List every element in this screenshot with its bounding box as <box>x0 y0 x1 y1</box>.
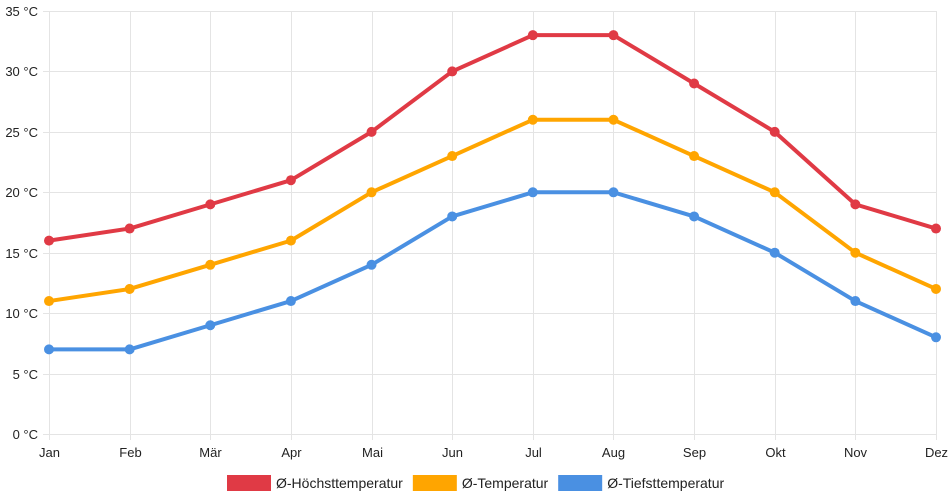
data-point[interactable] <box>689 78 700 89</box>
y-tick-label: 35 °C <box>5 4 38 19</box>
series-2 <box>44 114 941 307</box>
data-point[interactable] <box>608 187 619 198</box>
series-line <box>47 33 938 243</box>
data-point[interactable] <box>850 296 861 307</box>
x-tick-label: Dez <box>925 445 948 460</box>
data-point[interactable] <box>931 283 941 294</box>
data-point[interactable] <box>527 187 538 198</box>
data-point[interactable] <box>285 175 296 186</box>
data-point[interactable] <box>366 259 377 270</box>
data-point[interactable] <box>44 235 54 246</box>
grid-lines <box>43 11 937 440</box>
y-tick-label: 10 °C <box>5 306 38 321</box>
legend-swatch-3[interactable] <box>558 475 603 491</box>
series-1 <box>44 30 941 246</box>
legend-label: Ø-Temperatur <box>462 475 549 491</box>
data-point[interactable] <box>366 187 377 198</box>
series-line <box>47 190 938 352</box>
x-tick-label: Apr <box>281 445 302 460</box>
legend-label: Ø-Höchsttemperatur <box>276 475 403 491</box>
x-tick-label: Jul <box>525 445 542 460</box>
data-point[interactable] <box>689 151 700 162</box>
data-point[interactable] <box>527 30 538 41</box>
data-point[interactable] <box>124 283 135 294</box>
data-point[interactable] <box>285 235 296 246</box>
data-point[interactable] <box>608 30 619 41</box>
series-line <box>47 117 938 304</box>
x-tick-label: Jun <box>442 445 463 460</box>
data-point[interactable] <box>366 126 377 137</box>
data-point[interactable] <box>124 223 135 234</box>
data-point[interactable] <box>447 211 458 222</box>
data-point[interactable] <box>769 187 780 198</box>
data-point[interactable] <box>689 211 700 222</box>
y-tick-label: 0 °C <box>13 427 38 442</box>
data-point[interactable] <box>44 344 54 355</box>
data-point[interactable] <box>850 199 861 210</box>
x-tick-label: Mär <box>199 445 222 460</box>
y-tick-label: 5 °C <box>13 367 38 382</box>
legend: Ø-Höchsttemperatur Ø-Temperatur Ø-Tiefstte… <box>227 475 724 491</box>
data-point[interactable] <box>769 126 780 137</box>
data-point[interactable] <box>44 296 54 307</box>
data-point[interactable] <box>447 66 458 77</box>
data-point[interactable] <box>205 199 216 210</box>
data-point[interactable] <box>850 247 861 258</box>
legend-swatch-2[interactable] <box>412 475 457 491</box>
data-point[interactable] <box>285 296 296 307</box>
chart-series <box>44 30 941 355</box>
x-tick-label: Jan <box>39 445 60 460</box>
y-tick-label: 30 °C <box>5 64 38 79</box>
x-tick-label: Mai <box>362 445 383 460</box>
legend-swatch-1[interactable] <box>227 475 271 491</box>
x-tick-label: Feb <box>119 445 141 460</box>
legend-label: Ø-Tiefsttemperatur <box>607 475 724 491</box>
y-axis-tick-labels: 0 °C 5 °C 10 °C 15 °C 20 °C 25 °C 30 °C 35 °C <box>5 4 38 442</box>
x-axis-tick-labels: Jan Feb Mär Apr Mai Jun Jul Aug Sep Okt Nov Dez <box>39 445 948 460</box>
y-tick-label: 25 °C <box>5 125 38 140</box>
data-point[interactable] <box>527 114 538 125</box>
series-3 <box>44 187 941 355</box>
x-tick-label: Sep <box>683 445 706 460</box>
data-point[interactable] <box>769 247 780 258</box>
x-tick-label: Nov <box>844 445 868 460</box>
y-tick-label: 15 °C <box>5 246 38 261</box>
data-point[interactable] <box>447 151 458 162</box>
data-point[interactable] <box>931 332 941 343</box>
x-tick-label: Okt <box>765 445 786 460</box>
y-tick-label: 20 °C <box>5 185 38 200</box>
data-point[interactable] <box>205 259 216 270</box>
data-point[interactable] <box>124 344 135 355</box>
data-point[interactable] <box>205 320 216 331</box>
x-tick-label: Aug <box>602 445 625 460</box>
data-point[interactable] <box>608 114 619 125</box>
data-point[interactable] <box>931 223 941 234</box>
